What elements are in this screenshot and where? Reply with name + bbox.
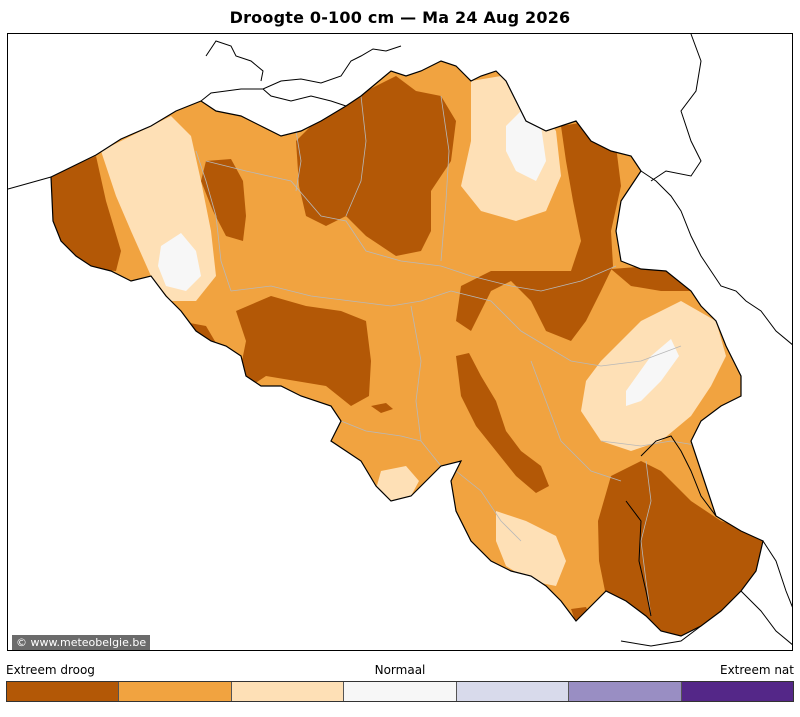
legend-label-dry: Extreem droog — [6, 663, 95, 677]
legend-swatch — [7, 682, 120, 701]
neighbour-borders — [8, 34, 792, 647]
legend-swatch — [681, 682, 793, 701]
luxembourg-border — [640, 435, 717, 517]
legend-label-normal: Normaal — [374, 663, 426, 677]
legend-swatch — [456, 682, 570, 701]
map-title: Droogte 0-100 cm — Ma 24 Aug 2026 — [229, 8, 571, 27]
province-borders — [195, 95, 702, 617]
drought-field — [51, 61, 763, 636]
legend-swatch — [119, 682, 232, 701]
drought-map: © www.meteobelgie.be — [7, 33, 793, 651]
legend-label-wet: Extreem nat — [720, 663, 794, 677]
legend-swatch — [569, 682, 682, 701]
province-border-south — [625, 500, 652, 617]
legend-swatch — [231, 682, 345, 701]
legend-labels: Extreem droog Normaal Extreem nat — [6, 663, 794, 679]
legend-swatch — [344, 682, 457, 701]
color-legend — [6, 681, 794, 702]
credit-label: © www.meteobelgie.be — [12, 635, 151, 650]
